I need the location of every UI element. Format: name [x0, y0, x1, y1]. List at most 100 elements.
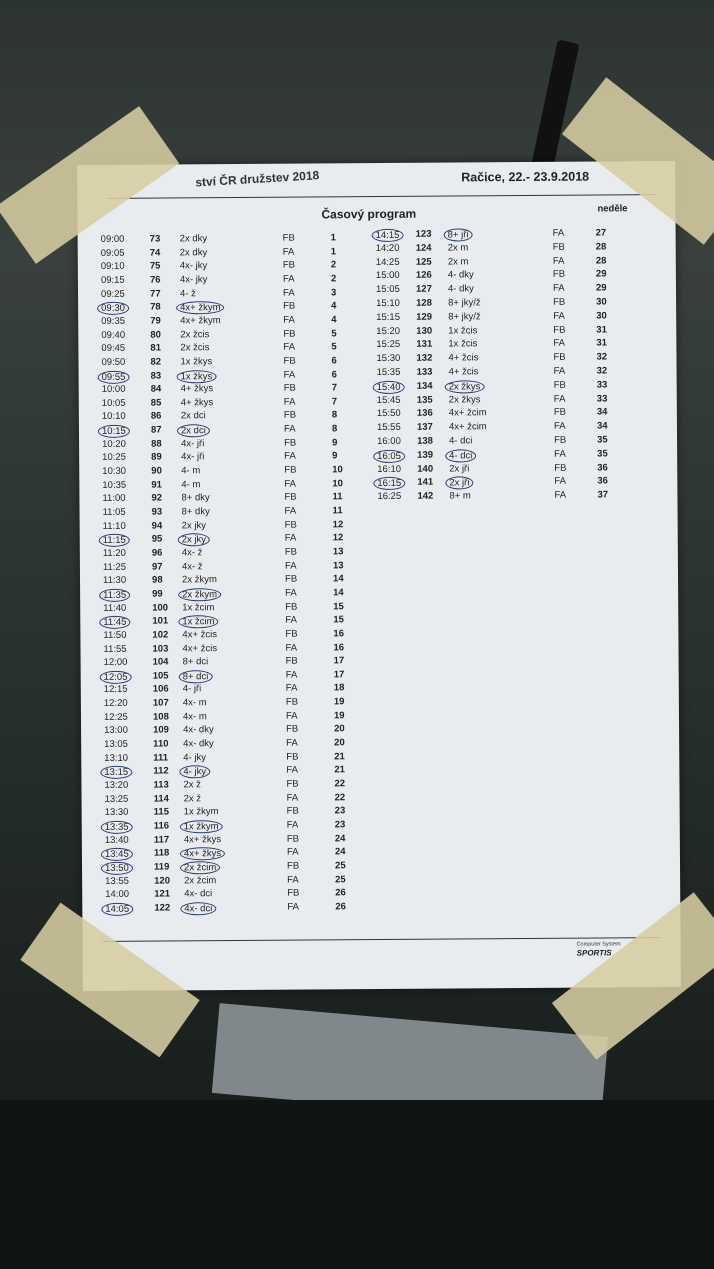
category-cell: 2x dky — [179, 233, 208, 245]
race-number-cell: 97 — [151, 561, 163, 573]
race-number-cell: 81 — [150, 342, 162, 354]
category-cell: 8+ jky/ž — [448, 297, 481, 309]
time-cell: 15:55 — [376, 422, 401, 434]
category-cell: 4x+ žcim — [448, 407, 487, 419]
category-cell: 4x- dky — [183, 738, 214, 750]
race-number-cell: 139 — [417, 449, 434, 461]
race-number-cell: 132 — [416, 352, 433, 364]
lane-cell: FA — [283, 369, 296, 381]
lane-cell: FA — [283, 314, 295, 326]
race-cell: 4 — [331, 300, 337, 312]
race-cell: 14 — [332, 573, 344, 585]
lane-cell: FA — [286, 764, 299, 776]
time-cell: 11:15 — [98, 534, 130, 548]
time-cell: 09:55 — [97, 370, 130, 384]
category-cell: 4- dci — [449, 435, 473, 447]
race-number-cell: 111 — [153, 752, 169, 764]
race-cell: 10 — [332, 477, 343, 490]
race-cell: 15 — [333, 600, 344, 612]
time-cell: 13:35 — [100, 820, 133, 834]
time-cell: 14:00 — [105, 888, 130, 901]
lane-cell: FA — [286, 737, 298, 749]
race-number-cell: 91 — [151, 479, 162, 491]
lane-cell: FA — [554, 448, 566, 460]
race-number-cell: 89 — [151, 451, 162, 463]
footer-system: Computer System — [576, 941, 621, 948]
race-cell: 30 — [596, 296, 607, 308]
time-cell: 11:35 — [99, 588, 131, 602]
category-cell: 2x jři — [449, 462, 470, 475]
day-label: neděle — [597, 203, 628, 215]
category-cell: 1x žkys — [176, 369, 217, 383]
category-cell: 4x- jři — [181, 437, 205, 450]
lane-cell: FA — [285, 669, 298, 681]
lane-cell: FA — [282, 273, 295, 285]
race-number-cell: 115 — [153, 806, 170, 818]
lane-cell: FB — [286, 805, 299, 817]
time-cell: 12:20 — [103, 697, 128, 710]
race-cell: 13 — [332, 559, 344, 571]
race-number-cell: 109 — [153, 724, 169, 736]
time-cell: 11:55 — [103, 643, 127, 655]
race-number-cell: 113 — [153, 779, 169, 791]
dashboard — [0, 1100, 714, 1269]
race-cell: 34 — [596, 420, 608, 432]
race-cell: 10 — [332, 464, 343, 476]
race-cell: 1 — [330, 232, 336, 244]
category-cell: 2x žcis — [180, 328, 210, 340]
race-number-cell: 85 — [150, 397, 162, 409]
time-cell: 15:15 — [376, 311, 401, 323]
lane-cell: FA — [287, 901, 299, 913]
race-number-cell: 93 — [151, 506, 163, 518]
time-cell: 09:45 — [101, 342, 126, 355]
category-cell: 4- ž — [179, 287, 196, 299]
race-number-cell: 94 — [151, 520, 163, 532]
race-cell: 8 — [331, 409, 338, 421]
lane-cell: FA — [284, 560, 297, 572]
race-number-cell: 122 — [154, 902, 171, 914]
race-number-cell: 127 — [415, 283, 432, 295]
lane-cell: FB — [554, 462, 567, 474]
time-cell: 09:05 — [100, 247, 125, 259]
time-cell: 14:05 — [101, 902, 134, 916]
category-cell: 1x žcis — [448, 338, 478, 350]
race-number-cell: 92 — [151, 492, 163, 504]
time-cell: 10:35 — [102, 479, 127, 491]
lane-cell: FA — [285, 587, 297, 599]
lane-cell: FB — [553, 296, 566, 308]
category-cell: 4- dky — [447, 283, 474, 295]
time-cell: 10:25 — [102, 452, 126, 464]
category-cell: 2x dci — [176, 424, 210, 438]
time-cell: 15:25 — [376, 339, 401, 351]
race-number-cell: 125 — [415, 256, 432, 268]
lane-cell: FA — [283, 396, 296, 408]
lane-cell: FA — [553, 365, 566, 377]
time-cell: 13:20 — [104, 779, 129, 791]
race-cell: 29 — [595, 268, 607, 280]
lane-cell: FB — [284, 519, 297, 531]
race-cell: 26 — [335, 887, 346, 899]
category-cell: 4x- dci — [184, 888, 213, 900]
lane-cell: FB — [283, 410, 297, 422]
lane-cell: FB — [286, 751, 299, 763]
race-cell: 27 — [595, 227, 607, 239]
lane-cell: FB — [287, 887, 300, 899]
category-cell: 4x- ž — [181, 560, 203, 572]
category-cell: 2x ž — [183, 779, 201, 791]
category-cell: 4x- dky — [183, 724, 214, 736]
lane-cell: FA — [286, 846, 299, 858]
time-cell: 16:10 — [377, 463, 402, 475]
category-cell: 8+ dky — [181, 506, 210, 518]
race-cell: 16 — [333, 628, 345, 640]
race-cell: 13 — [332, 546, 344, 558]
race-number-cell: 100 — [152, 602, 169, 614]
time-cell: 10:15 — [97, 424, 130, 439]
category-cell: 2x ž — [183, 792, 202, 805]
category-cell: 8+ jky/ž — [448, 311, 481, 323]
race-cell: 25 — [334, 860, 346, 872]
race-number-cell: 90 — [151, 465, 162, 477]
race-number-cell: 114 — [153, 793, 169, 805]
race-number-cell: 83 — [150, 370, 162, 382]
race-cell: 35 — [597, 434, 608, 446]
category-cell: 4x+ žcis — [182, 628, 218, 641]
